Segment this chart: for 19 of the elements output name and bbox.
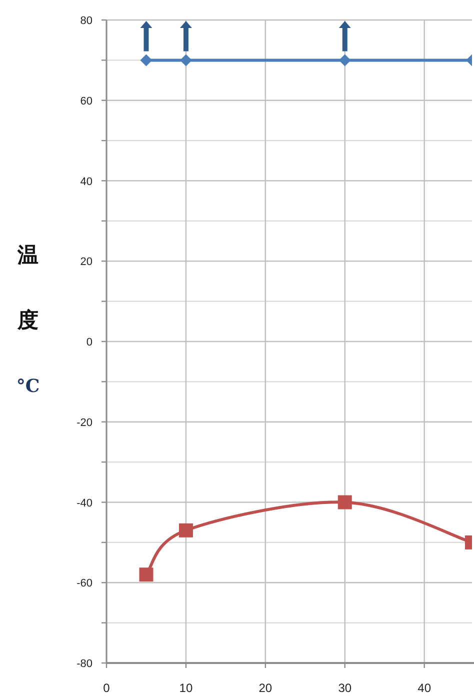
- y-tick-label: 20: [80, 256, 92, 268]
- x-tick-label: 10: [179, 681, 193, 695]
- x-tick-label: 30: [338, 681, 352, 695]
- point: [139, 568, 154, 582]
- x-tick-label: 20: [258, 681, 272, 695]
- y-tick-label: 0: [86, 336, 92, 348]
- y-tick-label: 80: [80, 15, 92, 27]
- y-tick-label: -40: [76, 497, 92, 510]
- x-tick-label: 40: [418, 681, 432, 695]
- text: 温度°C: [16, 242, 40, 397]
- point: [180, 54, 192, 66]
- y-tick-label: -60: [76, 578, 92, 590]
- y-tick-label: 60: [80, 95, 92, 108]
- x-tick-label: 0: [103, 681, 110, 695]
- y-tick-label: -20: [76, 416, 92, 429]
- point: [140, 54, 152, 66]
- point: [178, 523, 193, 538]
- y-tick-label: -80: [76, 658, 92, 670]
- y-tick-label: 40: [80, 176, 92, 188]
